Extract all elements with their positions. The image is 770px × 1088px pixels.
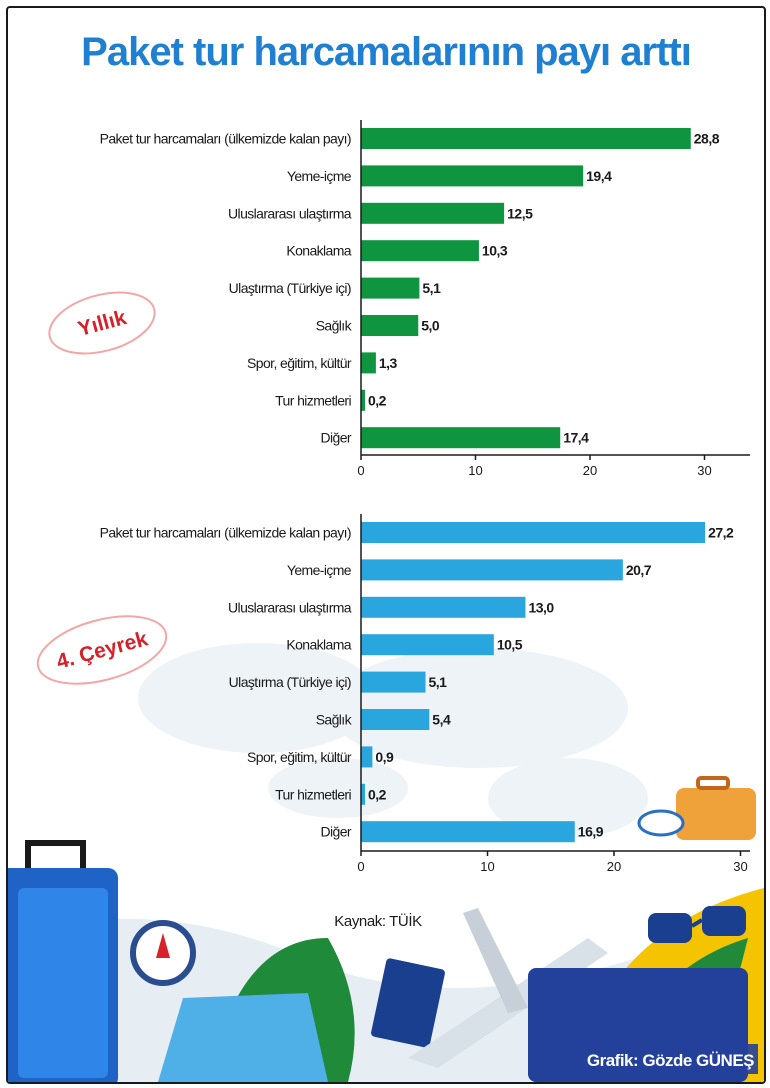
annual-category-label: Yeme-içme [287, 168, 352, 184]
annual-category-label: Uluslararası ulaştırma [228, 205, 352, 221]
annual-bar [361, 240, 479, 262]
quarter-bar [361, 821, 575, 843]
annual-tick-label: 10 [468, 463, 482, 478]
quarter-value-label: 10,5 [497, 637, 523, 653]
quarterly-bar-chart: Paket tur harcamaları (ülkemizde kalan p… [100, 514, 750, 874]
annual-category-label: Sağlık [316, 318, 353, 334]
quarter-value-label: 13,0 [528, 599, 554, 615]
quarter-category-label: Tur hizmetleri [275, 786, 351, 802]
annual-category-label: Diğer [321, 430, 352, 446]
annual-bar [361, 427, 561, 449]
annual-bar [361, 389, 365, 411]
annual-bar [361, 165, 584, 187]
quarter-category-label: Paket tur harcamaları (ülkemizde kalan p… [100, 525, 351, 541]
annual-value-label: 28,8 [694, 131, 720, 147]
annual-category-label: Tur hizmetleri [275, 392, 351, 408]
annual-value-label: 5,1 [422, 280, 441, 296]
annual-bar-chart: Paket tur harcamaları (ülkemizde kalan p… [100, 120, 750, 478]
source-note: Kaynak: TÜİK [334, 912, 422, 930]
annual-tick-label: 0 [357, 463, 364, 478]
quarter-category-label: Diğer [321, 824, 352, 840]
travel-illustration [8, 776, 764, 1082]
annual-bar [361, 202, 505, 224]
annual-badge: Yıllık [48, 291, 156, 355]
annual-bar [361, 315, 419, 336]
quarter-tick-label: 20 [607, 859, 621, 874]
annual-value-label: 0,2 [368, 392, 387, 408]
quarter-badge: 4. Çeyrek [36, 615, 168, 685]
quarter-bar [361, 634, 494, 656]
quarter-value-label: 5,1 [429, 674, 448, 690]
quarter-bar [361, 522, 706, 543]
page-title: Paket tur harcamalarının payı arttı [81, 30, 692, 74]
annual-value-label: 12,5 [507, 205, 533, 221]
annual-bar [361, 352, 376, 374]
annual-bar [361, 128, 691, 149]
sunglasses-icon [648, 906, 746, 943]
annual-category-label: Spor, eğitim, kültür [247, 355, 352, 371]
annual-value-label: 1,3 [379, 355, 398, 371]
quarter-category-label: Ulaştırma (Türkiye içi) [229, 674, 351, 690]
quarter-value-label: 16,9 [578, 824, 604, 840]
annual-value-label: 19,4 [586, 168, 612, 184]
map-paper-icon [158, 993, 328, 1082]
quarter-tick-label: 30 [733, 859, 747, 874]
quarter-value-label: 0,2 [368, 786, 387, 802]
suitcase-orange-icon [676, 788, 756, 840]
chart-canvas: Paket tur harcamaları (ülkemizde kalan p… [8, 120, 764, 1082]
annual-value-label: 17,4 [563, 430, 589, 446]
quarter-value-label: 5,4 [432, 712, 451, 728]
quarter-bar [361, 559, 623, 581]
quarter-category-label: Spor, eğitim, kültür [247, 749, 352, 765]
annual-bar [361, 277, 420, 299]
annual-value-label: 5,0 [421, 318, 440, 334]
quarter-tick-label: 10 [480, 859, 494, 874]
annual-tick-label: 30 [697, 463, 711, 478]
infographic-frame: Paket tur harcamalarının payı arttı [6, 6, 766, 1084]
annual-category-label: Konaklama [286, 243, 351, 259]
quarter-bar [361, 596, 526, 618]
quarter-category-label: Uluslararası ulaştırma [228, 599, 352, 615]
quarter-value-label: 0,9 [375, 749, 394, 765]
quarter-category-label: Sağlık [316, 712, 353, 728]
quarter-bar [361, 783, 365, 805]
quarter-category-label: Konaklama [286, 637, 351, 653]
quarter-bar [361, 671, 426, 693]
annual-value-label: 10,3 [482, 243, 508, 259]
annual-tick-label: 20 [583, 463, 597, 478]
quarter-category-label: Yeme-içme [287, 562, 352, 578]
quarter-bar [361, 709, 430, 730]
quarter-tick-label: 0 [357, 859, 364, 874]
quarter-value-label: 27,2 [708, 525, 734, 541]
cap-icon [637, 809, 685, 837]
graphic-credit: Grafik: Gözde GÜNEŞ [587, 1051, 754, 1070]
quarter-bar [361, 746, 373, 768]
quarter-value-label: 20,7 [626, 562, 652, 578]
annual-category-label: Paket tur harcamaları (ülkemizde kalan p… [100, 131, 351, 147]
passport-icon [371, 958, 445, 1048]
annual-category-label: Ulaştırma (Türkiye içi) [229, 280, 351, 296]
